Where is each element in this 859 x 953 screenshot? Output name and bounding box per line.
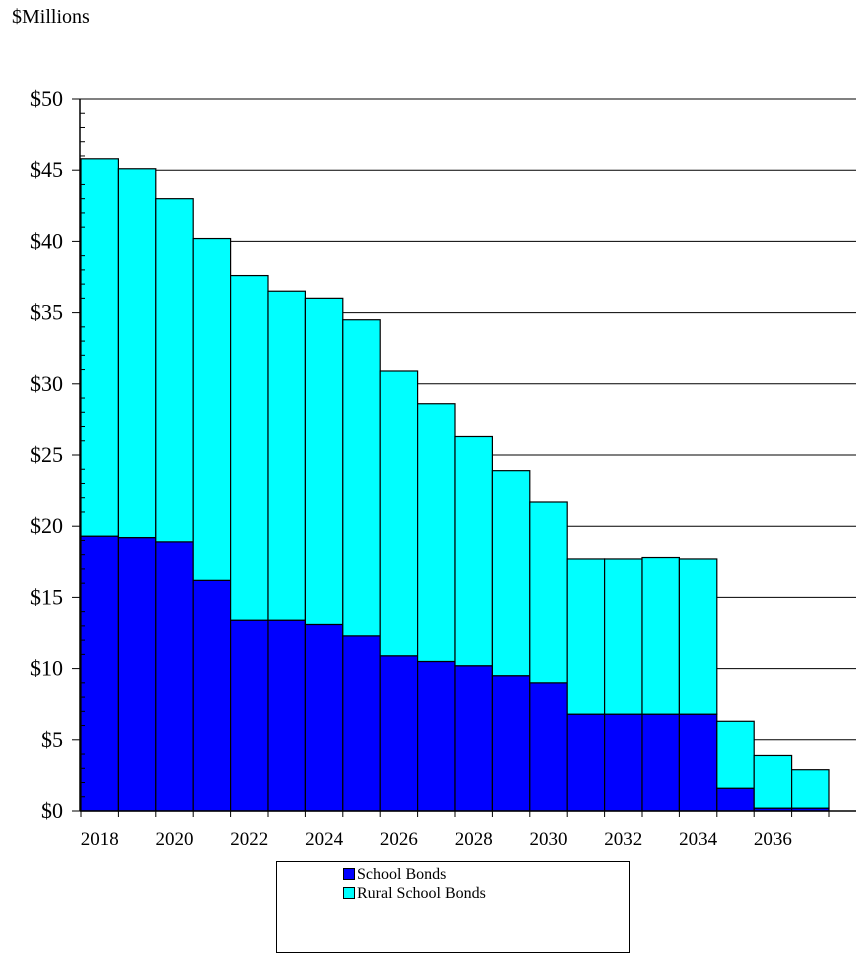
bar-rural-school-bonds xyxy=(753,754,793,809)
bar-rural-school-bonds xyxy=(641,556,681,715)
bar-school-bonds xyxy=(267,619,307,812)
bar-school-bonds xyxy=(230,619,269,812)
bar-rural-school-bonds xyxy=(80,158,120,537)
y-tick-label: $15 xyxy=(30,584,63,609)
x-tick-label: 2020 xyxy=(156,829,194,850)
legend-swatch-school-bonds xyxy=(343,868,355,880)
bar-school-bonds xyxy=(192,579,232,812)
y-axis-unit-label: $Millions xyxy=(12,6,90,28)
bar-rural-school-bonds xyxy=(566,558,606,715)
y-tick-label: $10 xyxy=(30,656,63,681)
x-tick-label: 2034 xyxy=(679,829,718,850)
bar-school-bonds xyxy=(379,655,419,812)
x-tick-label: 2036 xyxy=(754,829,792,850)
bar-rural-school-bonds xyxy=(529,501,568,684)
bar-rural-school-bonds xyxy=(491,470,531,677)
y-tick-label: $30 xyxy=(30,371,63,396)
bar-school-bonds xyxy=(304,623,344,812)
bar-rural-school-bonds xyxy=(417,403,456,663)
y-tick-label: $45 xyxy=(30,157,63,182)
x-tick-label: 2022 xyxy=(230,829,268,850)
x-tick-label: 2028 xyxy=(455,829,493,850)
bar-rural-school-bonds xyxy=(716,720,755,789)
bar-rural-school-bonds xyxy=(117,168,157,539)
bar-rural-school-bonds xyxy=(267,290,307,621)
legend-item-school-bonds: School Bonds xyxy=(343,865,446,885)
x-tick-label: 2024 xyxy=(305,829,344,850)
legend-label-school-bonds: School Bonds xyxy=(357,866,447,883)
bar-school-bonds xyxy=(678,713,718,812)
bar-rural-school-bonds xyxy=(192,237,232,581)
bar-school-bonds xyxy=(80,535,120,812)
bar-school-bonds xyxy=(454,665,494,812)
y-tick-label: $40 xyxy=(30,228,63,253)
bar-rural-school-bonds xyxy=(304,297,344,626)
bar-school-bonds xyxy=(641,713,681,812)
bar-rural-school-bonds xyxy=(342,319,381,637)
y-tick-label: $0 xyxy=(41,798,63,823)
y-tick-label: $25 xyxy=(30,442,63,467)
x-tick-label: 2018 xyxy=(81,829,119,850)
bar-rural-school-bonds xyxy=(379,370,419,657)
bar-school-bonds xyxy=(716,787,755,812)
bar-rural-school-bonds xyxy=(678,558,718,715)
legend-swatch-rural-school-bonds xyxy=(343,887,355,899)
bar-rural-school-bonds xyxy=(454,435,494,667)
legend-item-rural-school-bonds: Rural School Bonds xyxy=(343,884,486,904)
bar-school-bonds xyxy=(117,536,157,812)
y-tick-label: $35 xyxy=(30,300,63,325)
bar-school-bonds xyxy=(566,713,606,812)
x-tick-label: 2026 xyxy=(380,829,418,850)
bar-school-bonds xyxy=(603,713,643,812)
x-tick-label: 2032 xyxy=(604,829,642,850)
bar-school-bonds xyxy=(417,660,456,812)
bar-school-bonds xyxy=(529,682,568,812)
stacked-bar-chart: $0 $5 $10 $15 $20 $25 $30 $35 $40 $45 $50 2018 2020 2… xyxy=(30,86,856,850)
bar-school-bonds xyxy=(155,541,194,812)
x-tick-label: 2030 xyxy=(530,829,568,850)
bar-rural-school-bonds xyxy=(790,769,830,809)
bar-rural-school-bonds xyxy=(603,558,643,715)
y-tick-label: $50 xyxy=(30,86,63,111)
chart-legend: School Bonds Rural School Bonds xyxy=(276,861,630,953)
bar-school-bonds xyxy=(491,675,531,812)
bar-school-bonds xyxy=(342,635,381,812)
bar-rural-school-bonds xyxy=(155,198,194,543)
y-tick-label: $5 xyxy=(41,727,63,752)
bar-rural-school-bonds xyxy=(230,274,269,621)
legend-label-rural-school-bonds: Rural School Bonds xyxy=(357,885,486,902)
y-tick-label: $20 xyxy=(30,513,63,538)
